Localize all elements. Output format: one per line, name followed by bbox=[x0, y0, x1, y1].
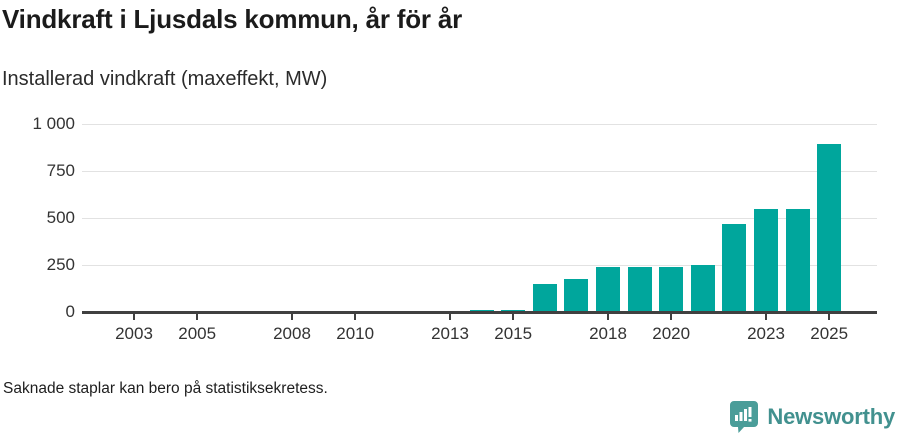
x-tick-2005 bbox=[196, 312, 199, 320]
gridline-750 bbox=[82, 171, 877, 172]
y-axis-label-500: 500 bbox=[46, 208, 75, 227]
brand-name: Newsworthy bbox=[767, 404, 895, 429]
x-tick-2003 bbox=[133, 312, 135, 320]
x-axis-label-2010: 2010 bbox=[336, 324, 375, 343]
brand: Newsworthy bbox=[729, 400, 895, 434]
gridline-1000 bbox=[82, 124, 877, 125]
bar-2016 bbox=[532, 284, 557, 312]
bar-2023 bbox=[754, 209, 778, 312]
bar-2024 bbox=[785, 209, 810, 312]
plot-area: 2003 2005 2008 2010 2013 2015 2018 2020 2023 2025 bbox=[82, 124, 877, 343]
x-tick-2025 bbox=[828, 312, 831, 320]
x-axis-label-2003: 2003 bbox=[115, 324, 153, 343]
chart-title: Vindkraft i Ljusdals kommun, år för år bbox=[2, 4, 463, 34]
x-tick-2010 bbox=[354, 312, 357, 320]
bar-2018 bbox=[596, 267, 620, 312]
x-tick-2013 bbox=[449, 312, 451, 320]
gridline-500 bbox=[82, 218, 877, 219]
chart-subtitle: Installerad vindkraft (maxeffekt, MW) bbox=[2, 68, 328, 90]
x-axis-line bbox=[82, 311, 877, 314]
x-tick-2018 bbox=[607, 312, 609, 320]
y-axis-label-750: 750 bbox=[46, 161, 75, 180]
gridline-250 bbox=[82, 265, 877, 266]
x-tick-2015 bbox=[512, 312, 515, 320]
bar-2020 bbox=[659, 267, 684, 312]
x-axis-label-2018: 2018 bbox=[589, 324, 627, 343]
y-axis-label-250: 250 bbox=[46, 255, 75, 274]
bar-2017 bbox=[564, 279, 589, 312]
y-axis-label-1000: 1 000 bbox=[32, 114, 75, 133]
bar-2021 bbox=[690, 265, 715, 312]
x-axis-label-2005: 2005 bbox=[178, 324, 217, 343]
x-axis-label-2020: 2020 bbox=[652, 324, 691, 343]
x-tick-2008 bbox=[291, 312, 293, 320]
newsworthy-logo-icon bbox=[730, 401, 759, 433]
y-axis-label-0: 0 bbox=[65, 302, 75, 321]
bar-2022 bbox=[722, 224, 747, 312]
x-axis-label-2013: 2013 bbox=[431, 324, 469, 343]
x-tick-2023 bbox=[765, 312, 767, 320]
x-tick-2020 bbox=[670, 312, 673, 320]
footnote: Saknade staplar kan bero på statistiksek… bbox=[3, 380, 328, 397]
x-axis-label-2025: 2025 bbox=[810, 324, 849, 343]
x-axis-label-2015: 2015 bbox=[494, 324, 533, 343]
x-axis-label-2023: 2023 bbox=[747, 324, 785, 343]
x-axis-label-2008: 2008 bbox=[273, 324, 311, 343]
bar-2025 bbox=[817, 144, 842, 312]
bar-2019 bbox=[627, 267, 652, 312]
